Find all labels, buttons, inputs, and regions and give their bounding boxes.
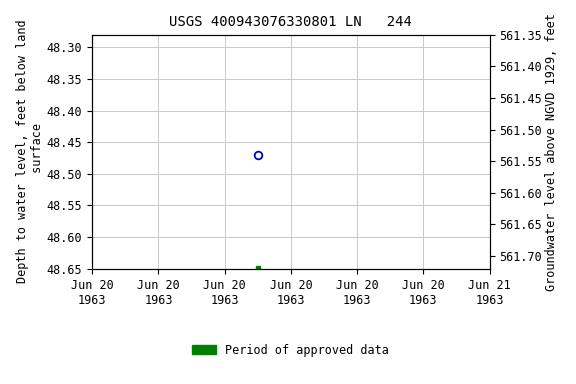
Y-axis label: Depth to water level, feet below land
 surface: Depth to water level, feet below land su…: [16, 20, 44, 283]
Title: USGS 400943076330801 LN   244: USGS 400943076330801 LN 244: [169, 15, 412, 29]
Legend: Period of approved data: Period of approved data: [188, 339, 394, 361]
Y-axis label: Groundwater level above NGVD 1929, feet: Groundwater level above NGVD 1929, feet: [545, 13, 558, 291]
